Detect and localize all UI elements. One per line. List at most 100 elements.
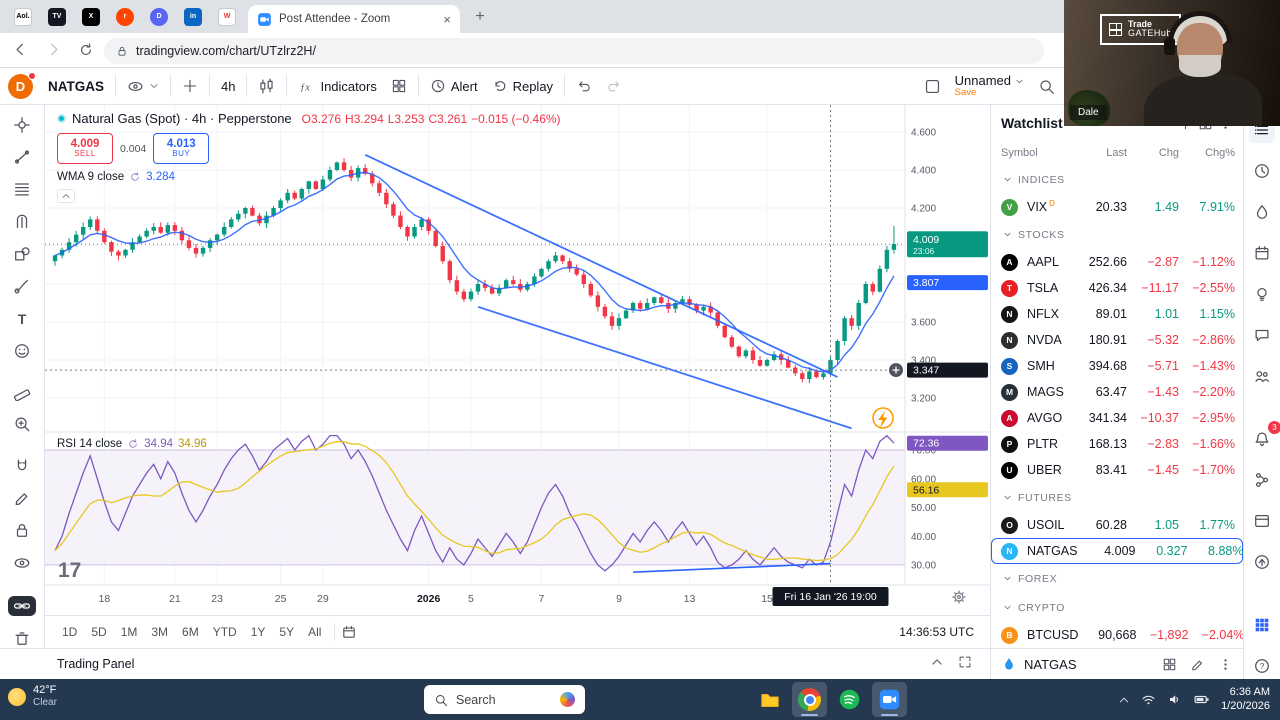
hotlists-panel-icon[interactable] <box>1249 199 1275 225</box>
draw-tool[interactable] <box>8 488 36 507</box>
watchlist-section-indices[interactable]: INDICES <box>991 165 1243 194</box>
watchlist-row-usoil[interactable]: O USOIL 60.28 1.05 1.77% <box>991 512 1243 538</box>
compare-add-button[interactable] <box>175 73 205 99</box>
magnet-tool[interactable] <box>8 456 36 475</box>
pinned-tab-discord[interactable]: D <box>142 0 176 33</box>
pinned-tab-x[interactable]: X <box>74 0 108 33</box>
notifications-panel-icon[interactable]: 3 <box>1249 421 1280 452</box>
alert-button[interactable]: Alert <box>423 73 485 99</box>
crosshair-tool[interactable] <box>8 115 36 134</box>
shapes-tool[interactable] <box>8 244 36 263</box>
calendar-panel-icon[interactable] <box>1249 240 1275 266</box>
delete-tool[interactable] <box>8 629 36 648</box>
taskbar-weather[interactable]: 42°F Clear <box>8 684 57 709</box>
wifi-icon[interactable] <box>1141 692 1156 707</box>
zoom-in-tool[interactable] <box>8 415 36 434</box>
range-5y[interactable]: 5Y <box>279 625 295 639</box>
price-chart[interactable]: 4.6004.4004.2004.0003.8003.6003.4003.200… <box>45 105 990 615</box>
pinned-tab-tradingview[interactable]: TV <box>40 0 74 33</box>
pitchfork-tool[interactable] <box>8 212 36 231</box>
range-3m[interactable]: 3M <box>151 625 169 639</box>
watchlist-row-aapl[interactable]: A AAPL 252.66 −2.87 −1.12% <box>991 249 1243 275</box>
watchlist-row-btcusd[interactable]: B BTCUSD 90,668 −1,892 −2.04% <box>991 622 1243 648</box>
watchlist-row-avgo[interactable]: A AVGO 341.34 −10.37 −2.95% <box>991 405 1243 431</box>
url-field[interactable]: tradingview.com/chart/UTzlrz2H/ <box>104 38 1044 64</box>
watchlist-title[interactable]: Watchlist <box>1001 115 1063 131</box>
apps-panel-icon[interactable] <box>1249 612 1275 638</box>
tab-close-icon[interactable]: × <box>443 11 451 27</box>
battery-icon[interactable] <box>1193 691 1210 708</box>
collapse-legend-button[interactable] <box>57 189 75 203</box>
volume-icon[interactable] <box>1167 692 1182 707</box>
help-panel-icon[interactable]: ? <box>1249 653 1275 679</box>
brush-tool[interactable] <box>8 277 36 296</box>
undo-button[interactable] <box>569 73 599 99</box>
ideas-panel-icon[interactable] <box>1249 281 1275 307</box>
fib-retracement-tool[interactable] <box>8 180 36 199</box>
expand-panel-icon[interactable] <box>958 655 972 669</box>
object-tree-panel-icon[interactable] <box>1249 467 1275 493</box>
interval-button[interactable]: 4h <box>214 74 242 99</box>
alerts-panel-icon[interactable] <box>1249 158 1275 184</box>
trading-panel-tab[interactable]: Trading Panel <box>57 657 135 671</box>
compare-eye-button[interactable] <box>120 73 166 100</box>
symbol-search-button[interactable]: NATGAS <box>41 74 111 99</box>
trendline-tool[interactable] <box>8 147 36 166</box>
redo-button[interactable] <box>599 73 629 99</box>
pinned-tab-webull[interactable]: W <box>210 0 244 33</box>
sell-button[interactable]: 4.009 SELL <box>57 133 113 164</box>
watchlist-section-crypto[interactable]: CRYPTO <box>991 593 1243 622</box>
wma-legend[interactable]: WMA 9 close 3.284 <box>57 171 175 183</box>
tray-expand-icon[interactable] <box>1118 694 1130 706</box>
layout-icon[interactable] <box>924 78 941 95</box>
replay-button[interactable]: Replay <box>485 73 560 99</box>
watchlist-section-forex[interactable]: FOREX <box>991 564 1243 593</box>
pinned-tab-linkedin[interactable]: in <box>176 0 210 33</box>
watchlist-row-smh[interactable]: S SMH 394.68 −5.71 −1.43% <box>991 353 1243 379</box>
taskbar-file-explorer[interactable] <box>752 682 787 717</box>
range-1d[interactable]: 1D <box>62 625 78 639</box>
widget-symbol[interactable]: NATGAS <box>1024 656 1077 672</box>
new-tab-button[interactable]: + <box>475 8 485 25</box>
measure-tool[interactable] <box>8 383 36 402</box>
user-avatar[interactable]: D <box>8 71 36 99</box>
watchlist-row-pltr[interactable]: P PLTR 168.13 −2.83 −1.66% <box>991 431 1243 457</box>
browser-tab-zoom[interactable]: Post Attendee - Zoom × <box>248 5 460 33</box>
range-5d[interactable]: 5D <box>91 625 107 639</box>
range-all[interactable]: All <box>308 625 322 639</box>
timezone-clock[interactable]: 14:36:53 UTC <box>899 625 974 639</box>
taskbar-search[interactable]: Search <box>424 685 585 714</box>
widget-menu-icon[interactable] <box>1218 657 1233 672</box>
range-1m[interactable]: 1M <box>120 625 138 639</box>
watchlist-row-uber[interactable]: U UBER 83.41 −1.45 −1.70% <box>991 457 1243 483</box>
link-tool[interactable] <box>8 596 36 616</box>
indicators-button[interactable]: ƒx Indicators <box>291 73 383 100</box>
streams-panel-icon[interactable] <box>1249 363 1275 389</box>
watchlist-row-mags[interactable]: M MAGS 63.47 −1.43 −2.20% <box>991 379 1243 405</box>
watchlist-row-natgas[interactable]: N NATGAS 4.009 0.327 8.88% <box>991 538 1243 564</box>
taskbar-zoom[interactable] <box>872 682 907 717</box>
hide-tool[interactable] <box>8 553 36 572</box>
widget-edit-icon[interactable] <box>1190 657 1205 672</box>
collapse-panel-icon[interactable] <box>930 655 944 669</box>
save-button[interactable]: Save <box>954 87 977 99</box>
publish-panel-icon[interactable] <box>1249 549 1275 575</box>
widget-grid-icon[interactable] <box>1162 657 1177 672</box>
back-icon[interactable] <box>12 41 29 58</box>
symbol-title[interactable]: Natural Gas (Spot) · 4h · Pepperstone <box>72 111 292 126</box>
rsi-legend[interactable]: RSI 14 close 34.94 34.96 <box>57 438 207 450</box>
taskbar-chrome[interactable] <box>792 682 827 717</box>
watchlist-row-nvda[interactable]: N NVDA 180.91 −5.32 −2.86% <box>991 327 1243 353</box>
range-6m[interactable]: 6M <box>182 625 199 639</box>
chart-style-button[interactable] <box>251 73 282 100</box>
watchlist-section-stocks[interactable]: STOCKS <box>991 220 1243 249</box>
pinned-tab-aol[interactable]: Aol. <box>6 0 40 33</box>
reload-icon[interactable] <box>78 42 94 58</box>
chat-panel-icon[interactable] <box>1249 322 1275 348</box>
data-window-panel-icon[interactable] <box>1249 508 1275 534</box>
forward-icon[interactable] <box>45 41 62 58</box>
pinned-tab-reddit[interactable]: r <box>108 0 142 33</box>
text-tool[interactable]: T <box>17 310 27 327</box>
watchlist-row-nflx[interactable]: N NFLX 89.01 1.01 1.15% <box>991 301 1243 327</box>
emoji-tool[interactable] <box>8 341 36 360</box>
